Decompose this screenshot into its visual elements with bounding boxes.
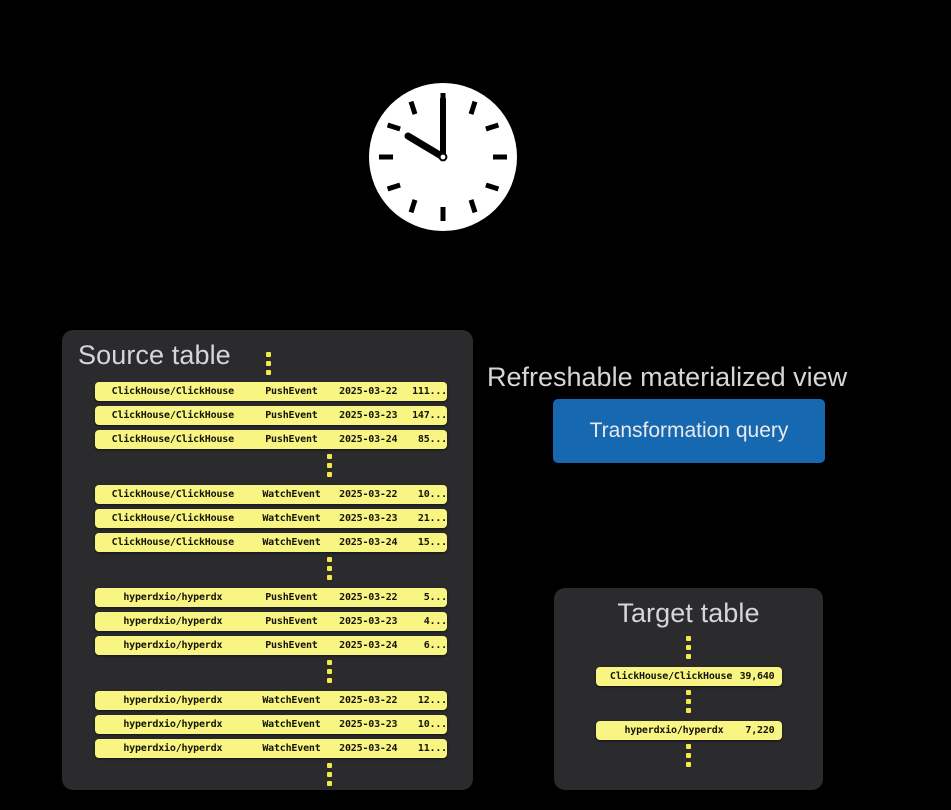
group-separator-ellipsis-icon (211, 660, 447, 683)
row-repository: hyperdxio/hyperdx (123, 743, 223, 754)
table-row: hyperdxio/hyperdx WatchEvent 2025-03-23 10.… (95, 715, 447, 734)
target-row-value: 39,640 (739, 671, 775, 682)
row-more-ellipsis: ... (429, 434, 448, 445)
target-separator-ellipsis-icon (686, 744, 691, 767)
table-row: ClickHouse/ClickHouse WatchEvent 2025-03-2… (95, 485, 447, 504)
table-row: ClickHouse/ClickHouse PushEvent 2025-03-22… (95, 382, 447, 401)
row-event-type: WatchEvent (262, 537, 321, 548)
row-more-ellipsis: ... (429, 537, 448, 548)
table-row: hyperdxio/hyperdx WatchEvent 2025-03-24 11.… (95, 739, 447, 758)
row-more-ellipsis: ... (429, 513, 448, 524)
row-date: 2025-03-24 (339, 640, 398, 651)
row-count: 5 (423, 592, 430, 603)
transformation-query-label: Transformation query (589, 419, 789, 442)
target-table-panel: Target table ClickHouse/ClickHouse 39,640… (554, 588, 823, 790)
table-row: hyperdxio/hyperdx PushEvent 2025-03-22 5... (95, 588, 447, 607)
table-row: hyperdxio/hyperdx PushEvent 2025-03-24 6... (95, 636, 447, 655)
table-row: hyperdxio/hyperdx PushEvent 2025-03-23 4... (95, 612, 447, 631)
row-event-type: WatchEvent (262, 695, 321, 706)
table-row: ClickHouse/ClickHouse WatchEvent 2025-03-2… (95, 509, 447, 528)
row-event-type: PushEvent (265, 640, 318, 651)
row-date: 2025-03-22 (339, 489, 398, 500)
group-separator-ellipsis-icon (211, 557, 447, 580)
row-count: 15 (417, 537, 430, 548)
row-event-type: WatchEvent (262, 513, 321, 524)
row-date: 2025-03-24 (339, 743, 398, 754)
row-date: 2025-03-22 (339, 386, 398, 397)
table-row: ClickHouse/ClickHouse PushEvent 2025-03-24… (95, 430, 447, 449)
row-event-type: WatchEvent (262, 719, 321, 730)
row-more-ellipsis: ... (429, 592, 448, 603)
row-event-type: PushEvent (265, 592, 318, 603)
row-repository: ClickHouse/ClickHouse (111, 489, 234, 500)
target-row-value: 7,220 (745, 725, 775, 736)
target-table-title: Target table (617, 598, 760, 628)
row-more-ellipsis: ... (429, 640, 448, 651)
row-more-ellipsis: ... (429, 489, 448, 500)
source-table-rows: ClickHouse/ClickHouse PushEvent 2025-03-22… (95, 382, 447, 794)
row-date: 2025-03-22 (339, 695, 398, 706)
row-more-ellipsis: ... (429, 616, 448, 627)
source-title-ellipsis-icon (266, 352, 271, 375)
row-repository: hyperdxio/hyperdx (123, 695, 223, 706)
group-separator-ellipsis-icon (211, 454, 447, 477)
source-table-panel: Source table ClickHouse/ClickHouse PushEv… (62, 330, 473, 790)
row-repository: hyperdxio/hyperdx (123, 616, 223, 627)
row-more-ellipsis: ... (429, 719, 448, 730)
table-row: ClickHouse/ClickHouse WatchEvent 2025-03-2… (95, 533, 447, 552)
table-row: hyperdxio/hyperdx WatchEvent 2025-03-22 12.… (95, 691, 447, 710)
target-row-repository: hyperdxio/hyperdx (624, 725, 724, 736)
source-table-title: Source table (78, 340, 231, 370)
row-count: 85 (417, 434, 430, 445)
row-count: 147 (412, 410, 430, 421)
row-event-type: WatchEvent (262, 743, 321, 754)
row-count: 10 (417, 489, 430, 500)
table-row: ClickHouse/ClickHouse PushEvent 2025-03-23… (95, 406, 447, 425)
materialized-view-title: Refreshable materialized view (487, 362, 848, 392)
row-event-type: PushEvent (265, 386, 318, 397)
row-repository: hyperdxio/hyperdx (123, 592, 223, 603)
row-repository: ClickHouse/ClickHouse (111, 513, 234, 524)
row-more-ellipsis: ... (429, 743, 448, 754)
target-table-rows: ClickHouse/ClickHouse 39,640 hyperdxio/hyp… (554, 632, 823, 775)
source-bottom-ellipsis-icon (211, 763, 447, 786)
row-date: 2025-03-23 (339, 410, 398, 421)
transformation-query-box[interactable]: Transformation query (553, 399, 825, 463)
row-event-type: PushEvent (265, 616, 318, 627)
row-event-type: PushEvent (265, 434, 318, 445)
row-count: 111 (412, 386, 430, 397)
row-more-ellipsis: ... (429, 386, 448, 397)
target-top-ellipsis-icon (686, 636, 691, 659)
row-repository: hyperdxio/hyperdx (123, 640, 223, 651)
row-date: 2025-03-23 (339, 616, 398, 627)
target-row-repository: ClickHouse/ClickHouse (609, 671, 733, 682)
row-more-ellipsis: ... (429, 695, 448, 706)
row-date: 2025-03-24 (339, 434, 398, 445)
row-date: 2025-03-23 (339, 513, 398, 524)
target-table-row: ClickHouse/ClickHouse 39,640 (595, 667, 782, 686)
row-more-ellipsis: ... (429, 410, 448, 421)
row-count: 21 (417, 513, 430, 524)
row-repository: ClickHouse/ClickHouse (111, 410, 234, 421)
target-table-row: hyperdxio/hyperdx 7,220 (595, 721, 782, 740)
row-date: 2025-03-22 (339, 592, 398, 603)
row-count: 6 (423, 640, 430, 651)
row-repository: ClickHouse/ClickHouse (111, 434, 234, 445)
row-repository: ClickHouse/ClickHouse (111, 537, 234, 548)
row-event-type: PushEvent (265, 410, 318, 421)
row-count: 10 (417, 719, 430, 730)
row-date: 2025-03-23 (339, 719, 398, 730)
row-repository: hyperdxio/hyperdx (123, 719, 223, 730)
row-event-type: WatchEvent (262, 489, 321, 500)
row-count: 4 (423, 616, 430, 627)
row-repository: ClickHouse/ClickHouse (111, 386, 234, 397)
clock-icon (369, 83, 517, 231)
row-count: 11 (417, 743, 430, 754)
row-count: 12 (417, 695, 430, 706)
target-separator-ellipsis-icon (686, 690, 691, 713)
row-date: 2025-03-24 (339, 537, 398, 548)
